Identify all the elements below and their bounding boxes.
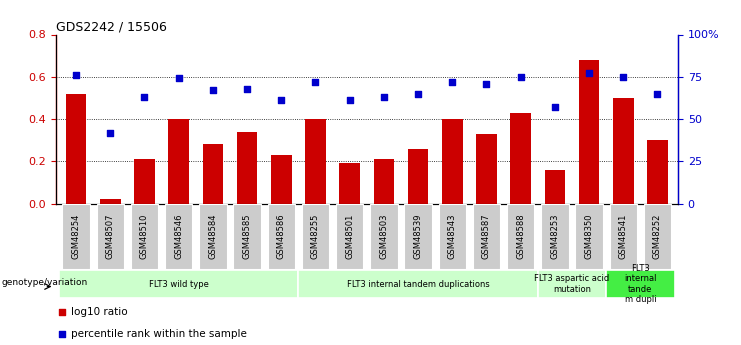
Text: genotype/variation: genotype/variation xyxy=(1,278,87,287)
Point xyxy=(446,79,458,85)
Text: GSM48501: GSM48501 xyxy=(345,214,354,259)
Text: GSM48503: GSM48503 xyxy=(379,214,388,259)
Text: GSM48252: GSM48252 xyxy=(653,214,662,259)
Text: GSM48585: GSM48585 xyxy=(242,214,252,259)
FancyBboxPatch shape xyxy=(299,270,538,298)
Point xyxy=(417,25,429,31)
Text: GDS2242 / 15506: GDS2242 / 15506 xyxy=(56,20,167,33)
FancyBboxPatch shape xyxy=(199,204,227,269)
Point xyxy=(241,86,253,91)
FancyBboxPatch shape xyxy=(439,204,466,269)
Text: FLT3 internal tandem duplications: FLT3 internal tandem duplications xyxy=(347,279,490,289)
FancyBboxPatch shape xyxy=(405,204,432,269)
FancyBboxPatch shape xyxy=(302,204,329,269)
FancyBboxPatch shape xyxy=(233,204,261,269)
Bar xyxy=(237,132,257,204)
Text: GSM48350: GSM48350 xyxy=(585,214,594,259)
Bar xyxy=(66,94,87,204)
FancyBboxPatch shape xyxy=(59,270,299,298)
Text: log10 ratio: log10 ratio xyxy=(71,307,127,317)
Point xyxy=(412,91,424,97)
FancyBboxPatch shape xyxy=(165,204,193,269)
Text: GSM48510: GSM48510 xyxy=(140,214,149,259)
Bar xyxy=(613,98,634,204)
Text: GSM48255: GSM48255 xyxy=(311,214,320,259)
Point xyxy=(378,94,390,100)
Bar xyxy=(305,119,326,204)
Point xyxy=(276,98,288,103)
Bar xyxy=(511,113,531,204)
Text: FLT3
internal
tande
m dupli: FLT3 internal tande m dupli xyxy=(624,264,657,304)
Point xyxy=(139,94,150,100)
FancyBboxPatch shape xyxy=(610,204,637,269)
Bar xyxy=(202,144,223,204)
Bar xyxy=(408,149,428,204)
Point xyxy=(70,72,82,78)
FancyBboxPatch shape xyxy=(538,270,606,298)
Point xyxy=(310,79,322,85)
Text: GSM48507: GSM48507 xyxy=(106,214,115,259)
Text: GSM48546: GSM48546 xyxy=(174,214,183,259)
FancyBboxPatch shape xyxy=(131,204,158,269)
Text: GSM48254: GSM48254 xyxy=(72,214,81,259)
Bar xyxy=(373,159,394,204)
Text: GSM48253: GSM48253 xyxy=(551,214,559,259)
Point xyxy=(651,91,663,97)
FancyBboxPatch shape xyxy=(507,204,534,269)
Point xyxy=(104,130,116,135)
Point xyxy=(173,76,185,81)
Point xyxy=(417,229,429,235)
Text: GSM48588: GSM48588 xyxy=(516,214,525,259)
Bar xyxy=(579,60,599,204)
FancyBboxPatch shape xyxy=(62,204,90,269)
Point xyxy=(617,74,629,79)
Text: FLT3 aspartic acid
mutation: FLT3 aspartic acid mutation xyxy=(534,274,610,294)
Bar xyxy=(339,164,360,204)
Text: FLT3 wild type: FLT3 wild type xyxy=(149,279,209,289)
Point xyxy=(583,71,595,76)
Text: percentile rank within the sample: percentile rank within the sample xyxy=(71,329,247,339)
Point xyxy=(481,81,493,86)
Bar xyxy=(647,140,668,204)
FancyBboxPatch shape xyxy=(541,204,568,269)
Text: GSM48586: GSM48586 xyxy=(277,214,286,259)
Bar xyxy=(134,159,155,204)
Point xyxy=(549,105,561,110)
Text: GSM48584: GSM48584 xyxy=(208,214,217,259)
Text: GSM48587: GSM48587 xyxy=(482,214,491,259)
FancyBboxPatch shape xyxy=(576,204,602,269)
FancyBboxPatch shape xyxy=(473,204,500,269)
FancyBboxPatch shape xyxy=(370,204,398,269)
FancyBboxPatch shape xyxy=(96,204,124,269)
FancyBboxPatch shape xyxy=(606,270,674,298)
Bar xyxy=(442,119,462,204)
FancyBboxPatch shape xyxy=(336,204,363,269)
Point xyxy=(207,88,219,93)
Bar xyxy=(168,119,189,204)
FancyBboxPatch shape xyxy=(644,204,671,269)
Text: GSM48541: GSM48541 xyxy=(619,214,628,259)
Bar xyxy=(271,155,291,204)
Point xyxy=(515,74,527,79)
Point xyxy=(344,98,356,103)
Bar xyxy=(545,170,565,204)
Text: GSM48539: GSM48539 xyxy=(413,214,422,259)
FancyBboxPatch shape xyxy=(268,204,295,269)
Bar xyxy=(100,199,121,204)
Bar xyxy=(476,134,496,204)
Text: GSM48543: GSM48543 xyxy=(448,214,456,259)
